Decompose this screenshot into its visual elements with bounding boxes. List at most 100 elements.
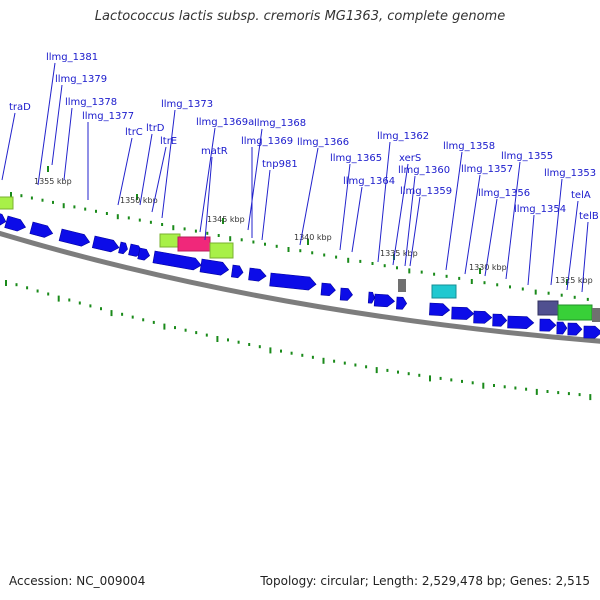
gene-arrow[interactable] — [29, 221, 54, 239]
gene-label-llmg-1353[interactable]: llmg_1353 — [544, 168, 596, 179]
feature-block-grey[interactable] — [592, 308, 600, 322]
inner-tick — [216, 336, 219, 342]
inner-tick — [407, 372, 410, 376]
gene-label-tela[interactable]: telA — [571, 190, 591, 201]
inner-tick — [365, 365, 368, 369]
gene-label-llmg-1369[interactable]: llmg_1369 — [241, 136, 293, 147]
outer-tick — [433, 272, 436, 276]
gene-label-tnp981[interactable]: tnp981 — [262, 159, 298, 170]
gene-arrow[interactable] — [567, 322, 583, 336]
gene-arrow[interactable] — [396, 296, 408, 310]
gene-arrow[interactable] — [4, 215, 28, 233]
gene-arrow[interactable] — [230, 264, 244, 279]
inner-tick — [205, 333, 208, 337]
gene-label-ltrc[interactable]: ltrC — [125, 127, 143, 138]
inner-tick — [142, 318, 145, 322]
gene-label-llmg-1365[interactable]: llmg_1365 — [330, 153, 382, 164]
gene-label-trad[interactable]: traD — [9, 102, 31, 113]
gene-arrow[interactable] — [152, 250, 202, 271]
gene-arrow[interactable] — [539, 318, 557, 332]
gene-arrow[interactable] — [339, 287, 353, 301]
leader-line — [299, 147, 319, 246]
inner-tick — [174, 326, 176, 330]
gene-arrow[interactable] — [248, 267, 267, 282]
gene-label-llmg-1379[interactable]: llmg_1379 — [55, 74, 107, 85]
gene-label-llmg-1366[interactable]: llmg_1366 — [297, 137, 349, 148]
gene-arrow[interactable] — [118, 241, 129, 255]
gene-arrow[interactable] — [583, 325, 600, 339]
gene-arrow[interactable] — [473, 310, 493, 324]
outer-tick — [10, 192, 12, 197]
gene-label-llmg-1354[interactable]: llmg_1354 — [514, 204, 566, 215]
gene-arrow[interactable] — [199, 258, 230, 276]
gene-arrow[interactable] — [320, 282, 336, 296]
outer-tick — [264, 242, 266, 246]
feature-block-cyan[interactable] — [431, 284, 457, 299]
gene-label-llmg-1369a[interactable]: llmg_1369a — [196, 117, 254, 128]
feature-block-lime[interactable] — [0, 196, 14, 210]
gene-label-llmg-1378[interactable]: llmg_1378 — [65, 97, 117, 108]
outer-tick — [116, 214, 119, 220]
gene-arrow[interactable] — [492, 313, 508, 327]
inner-tick — [535, 388, 538, 395]
outer-tick — [73, 205, 76, 209]
leader-line — [37, 62, 56, 186]
gene-label-llmg-1381[interactable]: llmg_1381 — [46, 52, 98, 63]
gene-label-llmg-1362[interactable]: llmg_1362 — [377, 131, 429, 142]
kbp-tick-mark — [222, 218, 224, 224]
gene-arrow[interactable] — [269, 272, 317, 291]
gene-label-ltrd[interactable]: ltrD — [146, 123, 165, 134]
gene-arrow[interactable] — [556, 321, 568, 335]
feature-block-green[interactable] — [557, 304, 593, 321]
gene-arrow[interactable] — [58, 228, 91, 248]
gene-label-ltre[interactable]: ltrE — [160, 136, 177, 147]
gene-arrow[interactable] — [137, 247, 151, 261]
inner-tick — [461, 379, 463, 383]
inner-tick — [78, 301, 81, 305]
gene-label-llmg-1377[interactable]: llmg_1377 — [82, 111, 134, 122]
outer-tick — [105, 212, 108, 215]
inner-tick — [450, 378, 453, 382]
kbp-tick-mark — [136, 194, 138, 200]
kbp-tick-mark — [47, 166, 49, 172]
gene-label-matr[interactable]: matR — [201, 146, 228, 157]
gene-arrow[interactable] — [367, 291, 375, 304]
leader-line — [339, 163, 351, 251]
gene-arrow[interactable] — [91, 235, 120, 254]
leader-line — [151, 146, 167, 213]
gene-label-llmg-1360[interactable]: llmg_1360 — [398, 165, 450, 176]
gene-label-llmg-1368[interactable]: llmg_1368 — [254, 118, 306, 129]
gene-arrow[interactable] — [0, 211, 7, 227]
gene-arrow[interactable] — [507, 315, 535, 329]
leader-line — [161, 109, 176, 219]
outer-tick — [161, 223, 164, 226]
inner-tick — [301, 353, 304, 357]
inner-tick — [567, 392, 570, 396]
gene-label-llmg-1359[interactable]: llmg_1359 — [400, 186, 452, 197]
gene-label-xers[interactable]: xerS — [399, 153, 421, 164]
feature-block-purple[interactable] — [537, 300, 559, 316]
gene-label-llmg-1364[interactable]: llmg_1364 — [343, 176, 395, 187]
feature-block-lime[interactable] — [159, 233, 181, 248]
gene-label-llmg-1357[interactable]: llmg_1357 — [461, 164, 513, 175]
gene-arrow-track — [0, 211, 600, 339]
gene-label-llmg-1355[interactable]: llmg_1355 — [501, 151, 553, 162]
gene-arrow[interactable] — [451, 306, 475, 320]
outer-tick — [275, 244, 278, 248]
feature-block-lime[interactable] — [209, 242, 234, 259]
inner-tick — [343, 361, 346, 365]
gene-label-llmg-1358[interactable]: llmg_1358 — [443, 141, 495, 152]
outer-tick — [586, 297, 589, 301]
gene-label-llmg-1356[interactable]: llmg_1356 — [478, 188, 530, 199]
gene-arrow[interactable] — [373, 293, 395, 308]
label-leader-lines — [1, 62, 589, 293]
feature-block-grey[interactable] — [398, 279, 406, 292]
gene-label-telb[interactable]: telB — [579, 211, 599, 222]
gene-arrow[interactable] — [429, 302, 451, 316]
kbp-tick-mark — [479, 268, 481, 274]
outer-tick — [217, 234, 220, 237]
inner-tick — [418, 373, 421, 377]
gene-label-llmg-1373[interactable]: llmg_1373 — [161, 99, 213, 110]
inner-tick — [47, 292, 50, 296]
